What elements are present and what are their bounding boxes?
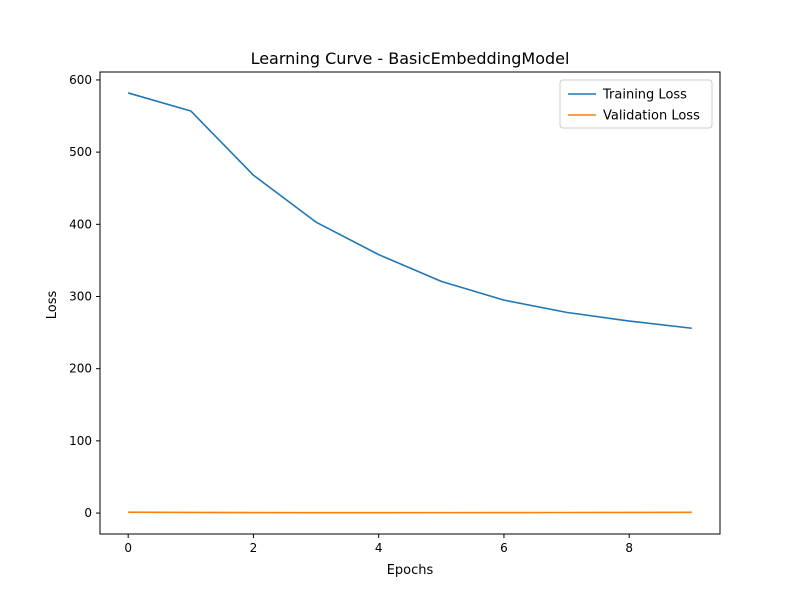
y-tick-label: 100	[69, 434, 92, 448]
y-tick-label: 300	[69, 290, 92, 304]
plot-area: 0 2 4 6 8 0 100 200 300 400 500 600	[69, 71, 721, 555]
legend-label-validation-loss: Validation Loss	[603, 109, 700, 124]
y-tick-label: 400	[69, 217, 92, 231]
legend-box	[559, 79, 713, 129]
y-tick-label: 600	[69, 73, 92, 87]
series-line-training-loss	[127, 92, 692, 330]
x-tick-label: 2	[250, 541, 258, 555]
y-axis-label: Loss	[45, 291, 60, 320]
x-tick-label: 8	[625, 541, 633, 555]
series-line-validation-loss	[128, 511, 692, 514]
y-tick-label: 0	[84, 506, 92, 520]
x-axis-label: Epochs	[387, 563, 434, 578]
plot-frame	[99, 71, 721, 535]
y-tick-label: 500	[69, 145, 92, 159]
legend-label-training-loss: Training Loss	[602, 88, 687, 103]
x-tick-label: 0	[124, 541, 132, 555]
chart-title: Learning Curve - BasicEmbeddingModel	[251, 49, 570, 68]
legend: Training Loss Validation Loss	[559, 79, 713, 129]
x-tick-label: 4	[375, 541, 383, 555]
y-tick-label: 200	[69, 362, 92, 376]
x-tick-label: 6	[500, 541, 508, 555]
